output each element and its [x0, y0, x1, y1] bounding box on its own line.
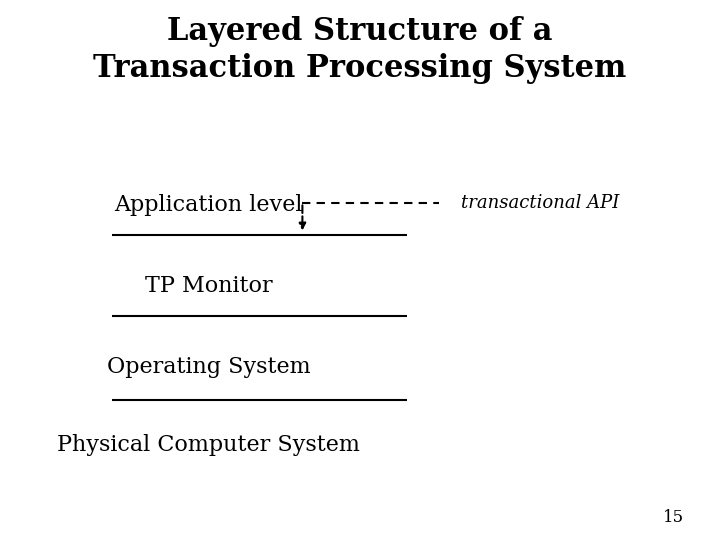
- Text: Application level: Application level: [114, 194, 303, 216]
- Text: Operating System: Operating System: [107, 356, 310, 378]
- Text: transactional API: transactional API: [461, 193, 619, 212]
- Text: Layered Structure of a
Transaction Processing System: Layered Structure of a Transaction Proce…: [94, 16, 626, 84]
- Text: TP Monitor: TP Monitor: [145, 275, 273, 297]
- Text: 15: 15: [663, 510, 684, 526]
- Text: Physical Computer System: Physical Computer System: [58, 435, 360, 456]
